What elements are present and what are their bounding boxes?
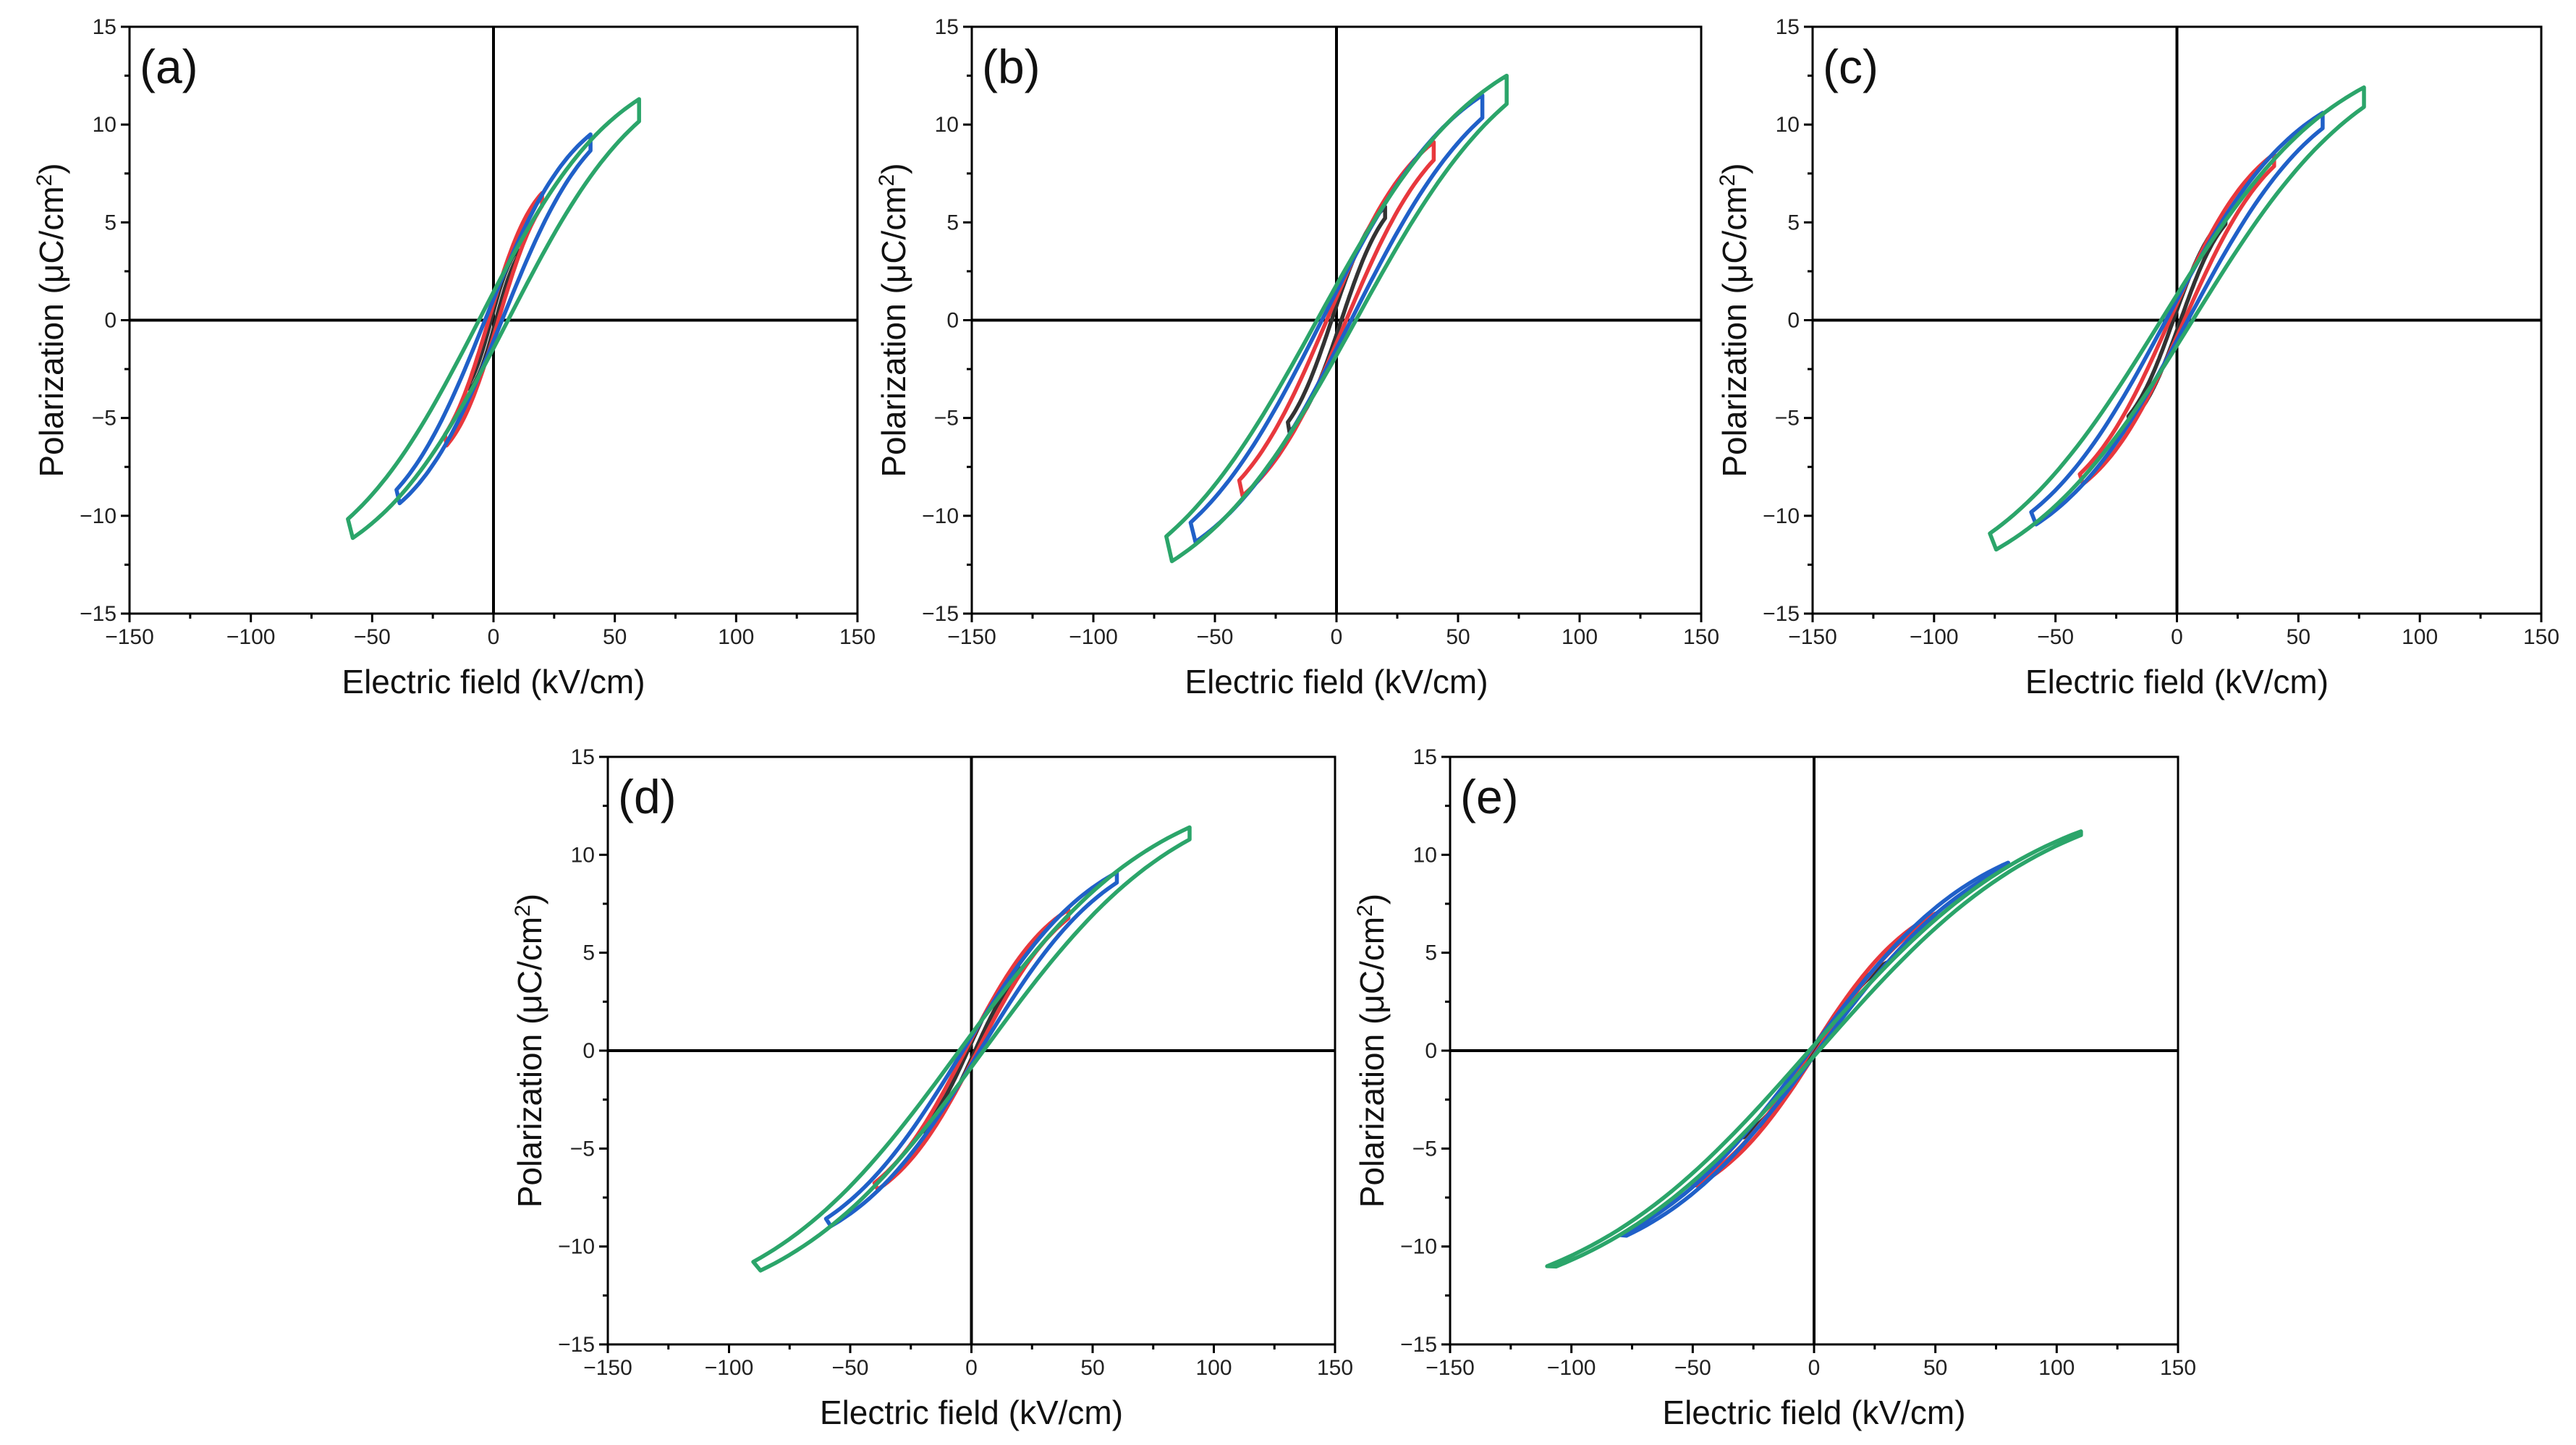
pe-loop-3 [823,870,1119,1229]
panel-label: (b) [982,40,1041,93]
pe-loop-4 [346,97,641,541]
x-tick-label: 0 [2171,625,2183,649]
y-tick-label: −15 [922,602,959,626]
pe-loop-4 [1988,85,2366,552]
y-tick-label: 0 [104,309,116,333]
x-tick-label: 100 [718,625,754,649]
pe-loop-4 [1545,829,2083,1269]
panel-e: −150 −100 −50 0 50 100 150−15−10−5051015Electr… [1353,745,2197,1431]
y-tick-label: −10 [80,504,116,528]
x-tick-label: −50 [354,625,391,649]
y-tick-label: 5 [1425,941,1437,965]
y-tick-label: −10 [1400,1235,1437,1259]
y-tick-label: 5 [582,941,595,965]
x-tick-label: 50 [1080,1356,1104,1380]
x-tick-label: 0 [965,1356,978,1380]
y-axis-title: Polarization (μC/cm2) [875,163,913,477]
y-tick-label: −5 [1412,1137,1437,1161]
x-axis-title: Electric field (kV/cm) [342,663,645,700]
pe-loop-3 [2029,111,2325,527]
y-tick-label: 15 [1776,15,1800,39]
x-tick-label: 0 [488,625,500,649]
y-tick-label: 0 [1425,1039,1437,1063]
x-tick-label: −50 [1674,1356,1711,1380]
x-tick-label: −100 [1547,1356,1596,1380]
x-axis-title: Electric field (kV/cm) [2025,663,2329,700]
y-tick-label: −5 [570,1137,595,1161]
panel-c: −150 −100 −50 0 50 100 150−15−10−5051015Electr… [1716,15,2560,700]
y-tick-label: 5 [104,211,116,234]
y-tick-label: −10 [1763,504,1800,528]
y-tick-label: 10 [93,113,116,137]
x-tick-label: 0 [1808,1356,1821,1380]
x-tick-label: 150 [1683,625,1719,649]
x-tick-label: −50 [2037,625,2074,649]
x-tick-label: 150 [839,625,876,649]
y-tick-label: 10 [935,113,959,137]
y-tick-label: 15 [935,15,959,39]
x-tick-label: 100 [2402,625,2438,649]
panel-label: (e) [1460,770,1519,823]
y-axis-title: Polarization (μC/cm2) [1353,894,1391,1208]
x-tick-label: −150 [583,1356,632,1380]
y-tick-label: 0 [582,1039,595,1063]
x-tick-label: 100 [1195,1356,1232,1380]
y-axis-title: Polarization (μC/cm2) [1716,163,1754,477]
x-tick-label: −150 [1788,625,1837,649]
pe-loop-2 [443,191,544,448]
y-tick-label: −5 [934,407,959,431]
y-tick-label: −15 [80,602,116,626]
x-tick-label: −150 [1425,1356,1475,1380]
y-tick-label: 5 [946,211,959,234]
x-tick-label: −150 [947,625,996,649]
x-tick-label: −150 [105,625,154,649]
x-tick-label: −100 [1910,625,1959,649]
panel-d: −150 −100 −50 0 50 100 150−15−10−5051015Electr… [511,745,1354,1431]
y-tick-label: −15 [1400,1333,1437,1357]
y-tick-label: −5 [92,407,116,431]
y-tick-label: 15 [93,15,116,39]
y-tick-label: 15 [571,745,595,769]
y-tick-label: 10 [571,843,595,867]
y-tick-label: 10 [1413,843,1437,867]
x-tick-label: −100 [1069,625,1118,649]
x-tick-label: −100 [226,625,276,649]
x-axis-title: Electric field (kV/cm) [1662,1394,1965,1431]
x-tick-label: 50 [603,625,627,649]
x-tick-label: 150 [2523,625,2559,649]
panel-label: (a) [140,40,198,93]
y-axis-title: Polarization (μC/cm2) [33,163,71,477]
pe-loop-4 [751,825,1192,1273]
x-tick-label: 100 [1562,625,1598,649]
y-tick-label: −15 [1763,602,1800,626]
x-tick-label: 50 [1923,1356,1947,1380]
x-tick-label: 50 [2287,625,2310,649]
panel-b: −150 −100 −50 0 50 100 150−15−10−5051015Electr… [875,15,1720,700]
x-axis-title: Electric field (kV/cm) [1185,663,1488,700]
y-tick-label: −15 [558,1333,595,1357]
y-tick-label: −10 [922,504,959,528]
panel-label: (d) [618,770,677,823]
x-tick-label: 50 [1446,625,1470,649]
x-tick-label: −100 [705,1356,754,1380]
y-tick-label: −10 [558,1235,595,1259]
x-tick-label: 0 [1331,625,1343,649]
panel-a: −150 −100 −50 0 50 100 150−15−10−5051015Electr… [33,15,876,700]
x-tick-label: 100 [2038,1356,2075,1380]
x-axis-title: Electric field (kV/cm) [820,1394,1123,1431]
y-tick-label: 10 [1776,113,1800,137]
y-tick-label: −5 [1775,407,1800,431]
pe-loop-4 [1164,73,1509,564]
x-tick-label: −50 [832,1356,869,1380]
x-tick-label: 150 [1317,1356,1353,1380]
x-tick-label: 150 [2160,1356,2196,1380]
panel-label: (c) [1823,40,1878,93]
y-tick-label: 0 [946,309,959,333]
y-tick-label: 15 [1413,745,1437,769]
y-tick-label: 5 [1787,211,1800,234]
y-tick-label: 0 [1787,309,1800,333]
x-tick-label: −50 [1197,625,1234,649]
y-axis-title: Polarization (μC/cm2) [511,894,549,1208]
